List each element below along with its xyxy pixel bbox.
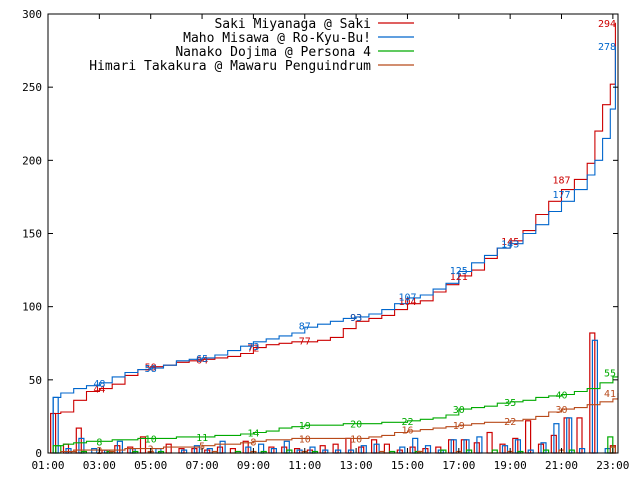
point-label-s2-1: 10 (145, 434, 157, 445)
point-label-s3-10: 41 (604, 389, 616, 400)
point-label-s0-7: 121 (450, 272, 468, 283)
point-label-s2-0: 8 (96, 437, 102, 448)
point-label-s0-0: 44 (93, 385, 105, 396)
x-tick-label-4: 09:00 (237, 459, 270, 472)
point-label-s1-10: 278 (598, 42, 616, 53)
point-label-s1-7: 125 (450, 266, 468, 277)
point-label-s2-7: 30 (453, 405, 465, 416)
point-label-s1-0: 48 (93, 379, 105, 390)
point-label-s0-6: 104 (398, 297, 416, 308)
y-tick-label-6: 300 (22, 8, 42, 21)
x-tick-label-2: 05:00 (134, 459, 167, 472)
point-label-s3-9: 30 (555, 405, 567, 416)
point-label-s0-4: 77 (299, 336, 311, 347)
point-label-s3-4: 10 (299, 434, 311, 445)
point-label-s0-10: 294 (598, 19, 616, 30)
hourly-bar-s0-12 (229, 448, 236, 454)
point-label-s1-3: 73 (247, 342, 259, 353)
y-tick-label-0: 0 (35, 447, 42, 460)
point-label-s0-1: 59 (145, 363, 157, 374)
y-tick-label-3: 150 (22, 228, 42, 241)
point-label-s3-8: 22 (504, 417, 516, 428)
point-label-s0-9: 187 (552, 175, 570, 186)
x-tick-label-8: 17:00 (442, 459, 475, 472)
hourly-bar-s0-38 (576, 417, 583, 454)
point-label-s3-2: 5 (199, 442, 205, 453)
x-tick-label-1: 03:00 (83, 459, 116, 472)
point-label-s1-9: 177 (552, 190, 570, 201)
point-label-s2-6: 22 (401, 417, 413, 428)
point-label-s3-5: 10 (350, 434, 362, 445)
point-label-s0-5: 93 (350, 313, 362, 324)
y-tick-label-4: 200 (22, 154, 42, 167)
hourly-bar-s0-23 (383, 443, 390, 454)
point-label-s1-2: 65 (196, 354, 208, 365)
point-labels: 4459647277931041211451872944858657387931… (93, 19, 616, 457)
series-line-1 (48, 46, 616, 454)
point-label-s2-4: 19 (299, 421, 311, 432)
point-label-s0-8: 145 (501, 237, 519, 248)
x-tick-label-6: 13:00 (340, 459, 373, 472)
point-label-s1-1: 58 (145, 364, 157, 375)
point-label-s2-5: 20 (350, 420, 362, 431)
hourly-bars (49, 332, 617, 454)
axes: 0 50 100 150 200 250 300 01:00 03:00 05:00 07:00 09… (22, 8, 629, 472)
y-tick-label-2: 100 (22, 301, 42, 314)
x-tick-label-0: 01:00 (31, 459, 64, 472)
hourly-bar-s0-31 (486, 431, 493, 454)
x-tick-label-3: 07:00 (185, 459, 218, 472)
hourly-bar-s0-34 (524, 420, 532, 454)
legend-label-1: Maho Misawa @ Ro-Kyu-Bu! (183, 31, 371, 46)
point-label-s1-8: 143 (501, 240, 519, 251)
x-tick-label-9: 19:00 (494, 459, 527, 472)
point-label-s1-6: 107 (398, 292, 416, 303)
y-tick-label-5: 250 (22, 81, 42, 94)
point-label-s1-4: 87 (299, 322, 311, 333)
point-label-s0-2: 64 (196, 355, 208, 366)
series-line-0 (48, 22, 616, 454)
point-label-s2-8: 35 (504, 398, 516, 409)
legend-label-2: Nanako Dojima @ Persona 4 (175, 45, 371, 60)
x-tick-label-11: 23:00 (596, 459, 629, 472)
point-label-s3-7: 19 (453, 421, 465, 432)
point-label-s2-2: 11 (196, 433, 208, 444)
x-tick-label-7: 15:00 (391, 459, 424, 472)
series-line-3 (48, 393, 619, 454)
x-tick-label-5: 11:00 (288, 459, 321, 472)
point-label-s1-5: 93 (350, 313, 362, 324)
cumulative-lines (48, 22, 619, 454)
hourly-bar-s0-7 (165, 443, 172, 454)
x-tick-label-10: 21:00 (545, 459, 578, 472)
legend-label-0: Saki Miyanaga @ Saki (214, 17, 371, 32)
point-label-s3-3: 8 (250, 437, 256, 448)
legend-label-3: Himari Takakura @ Mawaru Penguindrum (89, 59, 371, 74)
point-label-s2-9: 40 (555, 391, 567, 402)
point-label-s2-10: 55 (604, 369, 616, 380)
point-label-s2-3: 14 (247, 429, 259, 440)
point-label-s0-3: 72 (247, 344, 259, 355)
point-label-s3-6: 16 (401, 426, 413, 437)
series-line-2 (48, 372, 619, 454)
y-tick-label-1: 50 (29, 374, 42, 387)
